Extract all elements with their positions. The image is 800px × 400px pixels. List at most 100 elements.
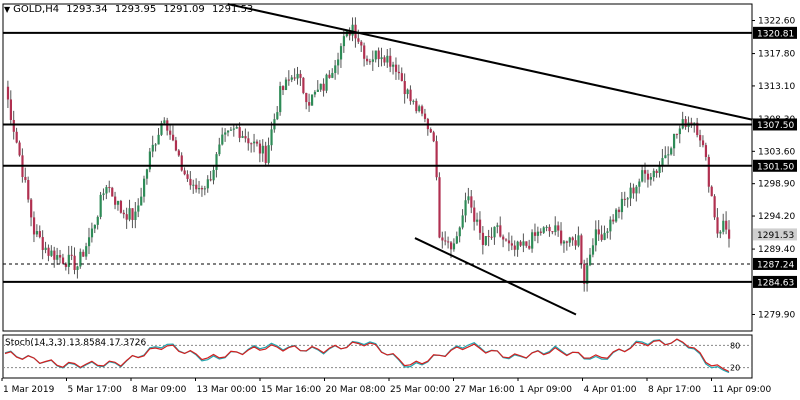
- level-label: 1301.50: [757, 162, 794, 172]
- candle-body: [313, 91, 317, 95]
- candle-body: [270, 129, 273, 146]
- candle-body: [116, 200, 120, 205]
- close-value: 1291.53: [211, 4, 254, 15]
- candle-body: [716, 217, 719, 234]
- candle-body: [658, 165, 661, 173]
- candle-body: [710, 186, 713, 197]
- candle-body: [591, 245, 595, 255]
- candle-body: [310, 94, 314, 106]
- candle-body: [507, 240, 511, 244]
- candle-body: [522, 241, 525, 246]
- candle-body: [667, 154, 670, 156]
- stoch-pane-frame: [2, 334, 753, 379]
- candle-body: [198, 188, 201, 190]
- y-tick-label: 1294.20: [758, 212, 795, 222]
- candle-body: [143, 178, 146, 197]
- candle-body: [325, 74, 328, 91]
- x-tick-label: 4 Apr 01:00: [584, 385, 637, 395]
- candle-body: [496, 225, 499, 227]
- candle-body: [455, 236, 458, 244]
- candle-body: [664, 155, 667, 159]
- candle-body: [102, 193, 105, 195]
- candle-body: [206, 179, 209, 189]
- candle-body: [568, 237, 571, 243]
- x-tick-label: 8 Mar 09:00: [132, 385, 187, 395]
- candle-body: [476, 219, 479, 222]
- candle-body: [678, 128, 681, 135]
- y-tick-label: 1279.90: [758, 310, 795, 320]
- candle-body: [560, 230, 563, 244]
- candle-body: [513, 245, 516, 250]
- lower-trendline: [414, 237, 577, 316]
- candle-body: [253, 141, 256, 144]
- symbol-dropdown-icon[interactable]: ▼: [4, 5, 11, 14]
- candle-body: [195, 184, 198, 190]
- current-price-box: [753, 228, 797, 241]
- candle-body: [267, 145, 270, 163]
- candle-body: [415, 100, 418, 112]
- x-tick-label: 5 Mar 17:00: [68, 385, 123, 395]
- candle-body: [290, 77, 293, 80]
- candle-body: [615, 209, 618, 222]
- candle-body: [620, 198, 624, 213]
- candle-body: [108, 187, 111, 189]
- candle-body: [331, 72, 334, 78]
- candle-body: [189, 178, 192, 186]
- candle-body: [12, 119, 15, 132]
- candle-body: [719, 231, 722, 234]
- candle-body: [597, 229, 600, 235]
- candle-body: [157, 134, 160, 145]
- candle-body: [542, 227, 545, 233]
- stoch-level-label: 20: [730, 364, 740, 373]
- candle-body: [111, 187, 114, 197]
- candle-body: [557, 225, 560, 231]
- candle-body: [296, 73, 299, 79]
- candle-body: [722, 220, 725, 232]
- candle-body: [478, 219, 482, 233]
- candle-body: [629, 187, 632, 199]
- candle-body: [409, 89, 412, 102]
- candle-body: [502, 236, 505, 240]
- candle-body: [351, 24, 354, 36]
- candle-body: [244, 136, 247, 139]
- candle-body: [684, 119, 687, 128]
- open-value: 1293.34: [66, 4, 108, 15]
- candle-body: [519, 241, 522, 246]
- candle-body: [548, 226, 551, 232]
- candle-body: [400, 73, 403, 82]
- candle-body: [215, 154, 218, 170]
- stoch-signal-line: [4, 338, 730, 373]
- candle-body: [50, 250, 53, 256]
- stoch-header: Stoch(14,3,3) 13.8584 17.3726: [5, 338, 146, 348]
- candle-body: [339, 46, 343, 60]
- candle-body: [386, 55, 389, 63]
- candle-body: [670, 148, 673, 155]
- candle-body: [377, 50, 380, 60]
- x-tick-label: 8 Apr 17:00: [648, 385, 701, 395]
- chart-title-bar: ▼ GOLD,H4 1293.34 1293.95 1291.09 1291.53: [4, 4, 257, 15]
- candle-body: [160, 123, 163, 135]
- candle-body: [623, 198, 626, 200]
- candle-body: [438, 177, 441, 238]
- stoch-level-label: 80: [730, 341, 740, 350]
- candle-body: [119, 200, 123, 213]
- candle-body: [264, 145, 267, 163]
- candle-body: [493, 226, 496, 238]
- candle-body: [299, 73, 302, 78]
- candle-body: [293, 77, 296, 79]
- candle-body: [380, 57, 383, 60]
- high-value: 1293.95: [114, 4, 157, 15]
- candle-body: [449, 242, 453, 250]
- candle-body: [484, 236, 487, 245]
- candle-body: [701, 140, 705, 146]
- candle-body: [122, 212, 125, 215]
- candle-body: [9, 99, 12, 120]
- y-tick-label: 1313.10: [758, 82, 795, 92]
- candle-body: [429, 129, 432, 133]
- level-label-box: [753, 159, 797, 172]
- level-label: 1307.50: [757, 121, 794, 131]
- candle-body: [308, 102, 311, 106]
- candle-body: [180, 155, 183, 171]
- candle-body: [562, 241, 566, 244]
- candle-body: [447, 241, 450, 243]
